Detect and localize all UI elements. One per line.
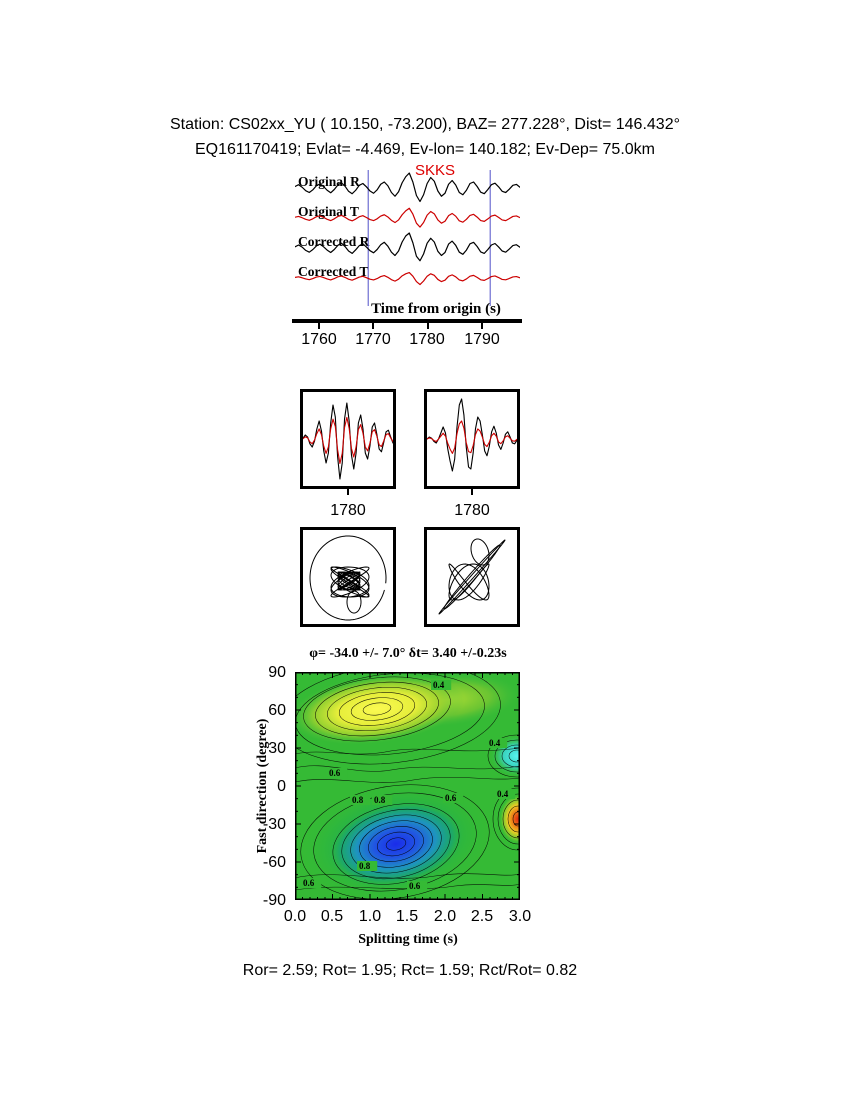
svg-text:0.8: 0.8 <box>374 795 386 805</box>
xtick-10: 1.0 <box>358 908 382 925</box>
particle-motion-original-plot <box>309 535 387 621</box>
svg-text:0.6: 0.6 <box>445 793 457 803</box>
misfit-contour-plot: 0.4 0.4 0.6 0.8 0.8 0.6 0.4 0.8 0.6 0.6 <box>295 672 520 900</box>
ytick-60: 60 <box>268 702 286 719</box>
trace-label-corrected-r: Corrected R <box>298 234 370 249</box>
fast-direction-axis-label: Fast direction (degree) <box>255 718 270 854</box>
svg-text:0.4: 0.4 <box>489 738 501 748</box>
ytick-n90: -90 <box>262 892 286 909</box>
xtick-25: 2.5 <box>470 908 494 925</box>
particle-motion-box-corrected <box>424 527 520 627</box>
ytick-90: 90 <box>268 664 286 681</box>
event-header: EQ161170419; Evlat= -4.469, Ev-lon= 140.… <box>195 141 655 158</box>
contour-title: φ= -34.0 +/- 7.0° δt= 3.40 +/-0.23s <box>309 646 507 661</box>
particle-motion-corrected-plot <box>438 538 506 615</box>
time-tick-label: 1790 <box>464 331 500 348</box>
splitting-time-axis-label: Splitting time (s) <box>358 932 458 947</box>
result-summary-text: Ror= 2.59; Rot= 1.95; Rct= 1.59; Rct/Rot… <box>242 962 578 979</box>
svg-text:0.6: 0.6 <box>409 881 421 891</box>
time-axis-tick <box>318 323 320 329</box>
svg-text:0.8: 0.8 <box>352 795 364 805</box>
xtick-15: 1.5 <box>395 908 419 925</box>
window-box-tick <box>471 489 473 495</box>
time-axis-tick <box>427 323 429 329</box>
ytick-0: 0 <box>277 778 286 795</box>
xtick-20: 2.0 <box>433 908 457 925</box>
window-box-corrected <box>424 389 520 489</box>
ytick-n60: -60 <box>262 854 286 871</box>
trace-label-corrected-t: Corrected T <box>298 264 369 279</box>
ytick-30: 30 <box>268 740 286 757</box>
trace-label-original-t: Original T <box>298 204 359 219</box>
time-axis-tick <box>372 323 374 329</box>
window-waveform-original <box>302 402 394 480</box>
time-axis-label: Time from origin (s) <box>371 301 501 317</box>
svg-text:0.6: 0.6 <box>303 878 315 888</box>
time-tick-label: 1760 <box>301 331 337 348</box>
ytick-n30: -30 <box>262 816 286 833</box>
svg-text:0.4: 0.4 <box>433 680 445 690</box>
waveform-traces-plot <box>295 170 520 306</box>
time-tick-label: 1780 <box>409 331 445 348</box>
window-tick-label-left: 1780 <box>330 502 366 519</box>
station-header: Station: CS02xx_YU ( 10.150, -73.200), B… <box>170 116 680 133</box>
window-tick-label-right: 1780 <box>454 502 490 519</box>
time-axis-tick <box>481 323 483 329</box>
xtick-05: 0.5 <box>320 908 344 925</box>
time-tick-label: 1770 <box>355 331 391 348</box>
particle-motion-box-original <box>300 527 396 627</box>
xtick-0: 0.0 <box>283 908 307 925</box>
svg-text:0.6: 0.6 <box>329 768 341 778</box>
xtick-30: 3.0 <box>508 908 532 925</box>
svg-text:0.4: 0.4 <box>497 789 509 799</box>
window-box-tick <box>347 489 349 495</box>
window-box-original <box>300 389 396 489</box>
window-waveform-corrected <box>426 398 518 472</box>
phase-label-skks: SKKS <box>414 162 456 179</box>
time-axis-line <box>292 319 522 323</box>
svg-text:0.8: 0.8 <box>359 861 371 871</box>
